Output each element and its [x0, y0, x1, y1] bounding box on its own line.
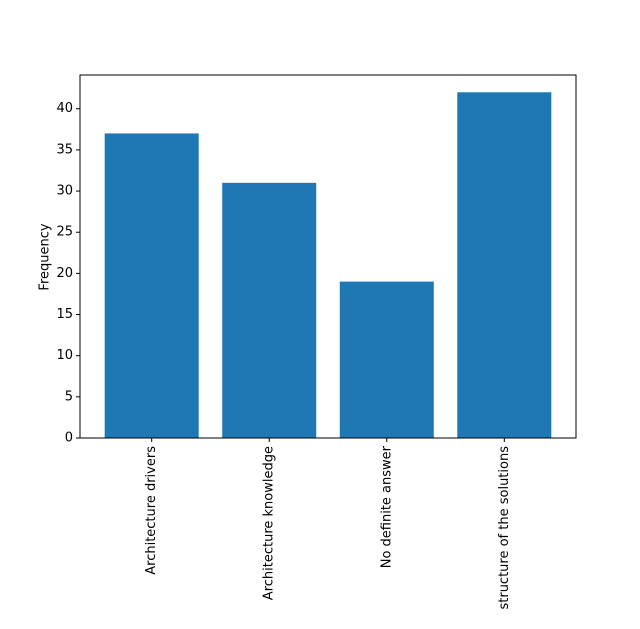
y-tick-label: 40	[56, 101, 73, 116]
x-tick-label: structure of the solutions	[497, 446, 512, 610]
x-tick-label: Architecture drivers	[144, 446, 159, 575]
bar	[104, 133, 199, 438]
plot-frame	[79, 74, 577, 439]
y-tick-label: 5	[65, 389, 73, 404]
y-tick-label: 20	[56, 266, 73, 281]
y-tick-label: 35	[56, 142, 73, 157]
y-tick-label: 15	[56, 307, 73, 322]
y-tick-label: 10	[56, 348, 73, 363]
bar	[222, 182, 317, 438]
y-axis-label: Frequency	[38, 223, 53, 290]
x-tick-label: No definite answer	[379, 445, 394, 568]
y-tick-label: 30	[56, 184, 73, 199]
bar	[339, 281, 434, 438]
y-tick-label: 25	[56, 225, 73, 240]
x-tick-label: Architecture knowledge	[262, 446, 277, 600]
bar	[457, 92, 552, 439]
y-tick-label: 0	[65, 431, 73, 446]
